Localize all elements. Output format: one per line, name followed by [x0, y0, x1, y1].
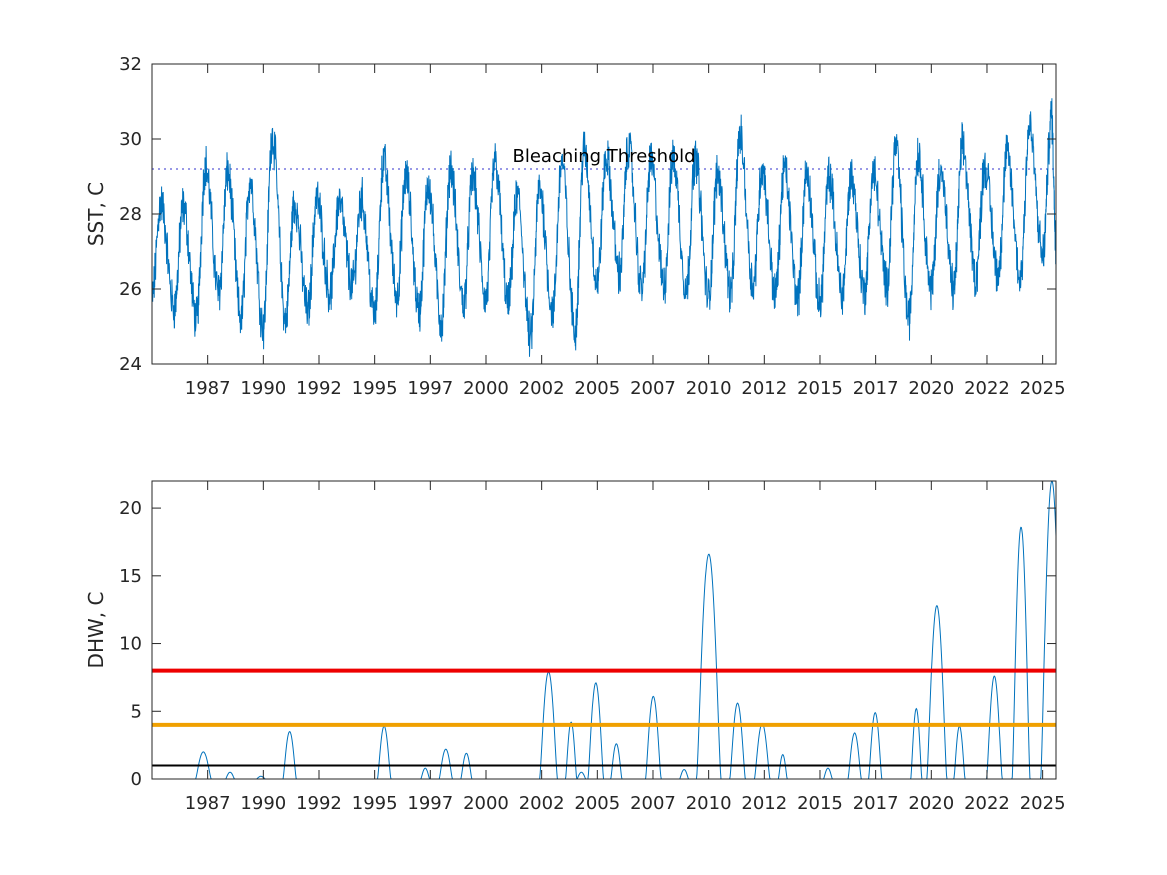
x-tick-label: 2005 — [574, 793, 620, 814]
x-tick-label: 2015 — [797, 793, 843, 814]
x-tick-label: 2020 — [908, 793, 954, 814]
sst-line — [152, 98, 1056, 357]
y-tick-label: 30 — [119, 129, 142, 150]
x-tick-label: 2000 — [463, 378, 509, 399]
y-tick-label: 24 — [119, 354, 142, 375]
x-tick-label: 1992 — [296, 793, 342, 814]
x-tick-label: 1990 — [240, 793, 286, 814]
sst-series — [152, 98, 1056, 357]
x-tick-label: 2017 — [853, 378, 899, 399]
sst-y-ticks: 24 26 28 30 32 — [119, 54, 1056, 375]
dhw-y-axis-label: DHW, C — [84, 592, 108, 669]
x-tick-label: 2020 — [908, 378, 954, 399]
x-tick-label: 2000 — [463, 793, 509, 814]
x-tick-label: 1992 — [296, 378, 342, 399]
sst-y-axis-label: SST, C — [84, 182, 108, 246]
dhw-axes-box — [151, 480, 1057, 780]
x-tick-label: 2012 — [741, 378, 787, 399]
bleaching-threshold-label: Bleaching Threshold — [512, 146, 695, 167]
x-tick-label: 2010 — [686, 378, 732, 399]
y-tick-label: 26 — [119, 279, 142, 300]
y-tick-label: 15 — [119, 566, 142, 587]
x-tick-label: 2025 — [1020, 378, 1066, 399]
x-tick-label: 2015 — [797, 378, 843, 399]
dhw-y-ticks: 0 5 10 15 20 — [119, 498, 1056, 790]
x-tick-label: 2007 — [630, 378, 676, 399]
x-tick-label: 1987 — [185, 378, 231, 399]
y-tick-label: 32 — [119, 54, 142, 75]
x-tick-label: 1990 — [240, 378, 286, 399]
x-tick-label: 2002 — [519, 378, 565, 399]
y-tick-label: 5 — [131, 701, 142, 722]
x-tick-label: 1995 — [352, 378, 398, 399]
x-tick-label: 1995 — [352, 793, 398, 814]
x-tick-label: 2017 — [853, 793, 899, 814]
x-tick-label: 1987 — [185, 793, 231, 814]
dhw-reference-lines — [152, 668, 1056, 767]
x-tick-label: 1997 — [407, 378, 453, 399]
y-tick-label: 28 — [119, 204, 142, 225]
x-tick-label: 2012 — [741, 793, 787, 814]
dhw-panel: 0 5 10 15 20 1987 1990 1992 1995 1997 2000 2002 200… — [84, 480, 1066, 814]
sst-x-ticks: 1987 1990 1992 1995 1997 2000 2002 2005 2007 2010… — [185, 64, 1066, 399]
x-tick-label: 2005 — [574, 378, 620, 399]
x-tick-label: 2025 — [1020, 793, 1066, 814]
y-tick-label: 10 — [119, 634, 142, 655]
x-tick-label: 2022 — [964, 793, 1010, 814]
sst-panel: 24 26 28 30 32 1987 1990 1992 1995 1997 2000 2002 2… — [84, 54, 1066, 399]
x-tick-label: 2022 — [964, 378, 1010, 399]
y-tick-label: 20 — [119, 498, 142, 519]
x-tick-label: 1997 — [407, 793, 453, 814]
x-tick-label: 2010 — [686, 793, 732, 814]
dhw-x-ticks: 1987 1990 1992 1995 1997 2000 2002 2005 2007 2010… — [185, 481, 1066, 814]
y-tick-label: 0 — [131, 769, 142, 790]
x-tick-label: 2002 — [519, 793, 565, 814]
x-tick-label: 2007 — [630, 793, 676, 814]
